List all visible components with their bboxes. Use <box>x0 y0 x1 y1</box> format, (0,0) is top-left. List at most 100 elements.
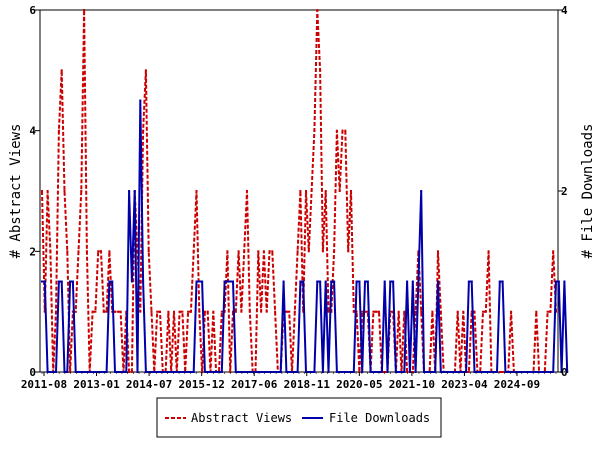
data-point-abstract-views <box>335 129 338 132</box>
data-point-file-downloads <box>296 371 299 373</box>
data-point-file-downloads <box>153 371 156 373</box>
data-point-file-downloads <box>479 371 482 373</box>
data-point-file-downloads <box>260 371 263 373</box>
data-point-file-downloads <box>97 371 100 373</box>
data-point-abstract-views <box>535 310 538 313</box>
data-point-abstract-views <box>420 310 423 313</box>
y-right-tick-label: 0 <box>561 366 568 379</box>
data-point-file-downloads <box>383 280 386 283</box>
data-point-file-downloads <box>364 280 366 283</box>
data-point-file-downloads <box>333 280 336 283</box>
data-point-abstract-views <box>49 250 52 253</box>
data-point-abstract-views <box>144 69 147 72</box>
data-point-abstract-views <box>411 371 414 373</box>
legend-label-abstract-views: Abstract Views <box>191 411 292 425</box>
data-point-abstract-views <box>327 310 330 313</box>
data-point-file-downloads <box>184 371 187 373</box>
legend-box <box>156 397 442 438</box>
data-point-file-downloads <box>122 371 125 373</box>
data-point-abstract-views <box>341 129 344 132</box>
data-point-abstract-views <box>378 310 380 313</box>
data-point-file-downloads <box>189 371 192 373</box>
data-point-abstract-views <box>268 250 271 253</box>
data-point-abstract-views <box>91 310 94 313</box>
data-point-file-downloads <box>251 371 254 373</box>
data-point-abstract-views <box>248 310 251 313</box>
data-point-abstract-views <box>60 69 63 72</box>
data-point-abstract-views <box>406 371 409 373</box>
data-point-file-downloads <box>201 280 204 283</box>
data-point-abstract-views <box>94 310 97 313</box>
data-point-abstract-views <box>467 371 470 373</box>
data-point-abstract-views <box>344 129 347 132</box>
data-point-abstract-views <box>333 250 336 253</box>
data-point-file-downloads <box>262 371 265 373</box>
data-point-file-downloads <box>456 371 459 373</box>
data-point-file-downloads <box>448 371 451 373</box>
data-point-file-downloads <box>526 371 529 373</box>
data-point-file-downloads <box>313 371 316 373</box>
data-point-abstract-views <box>274 310 277 313</box>
data-point-file-downloads <box>237 371 240 373</box>
data-point-abstract-views <box>350 190 352 192</box>
data-point-file-downloads <box>476 371 479 373</box>
data-point-file-downloads <box>80 371 83 373</box>
data-point-file-downloads <box>223 280 226 283</box>
data-point-file-downloads <box>282 280 285 283</box>
data-point-abstract-views <box>501 371 504 373</box>
data-point-abstract-views <box>285 310 288 313</box>
data-point-file-downloads <box>83 371 86 373</box>
data-point-file-downloads <box>341 371 344 373</box>
data-point-file-downloads <box>310 371 313 373</box>
data-point-file-downloads <box>473 371 476 373</box>
data-point-abstract-views <box>246 190 248 192</box>
data-point-abstract-views <box>63 190 66 192</box>
data-point-file-downloads <box>392 280 395 283</box>
data-point-abstract-views <box>55 310 57 313</box>
data-point-abstract-views <box>187 310 190 313</box>
data-point-file-downloads <box>335 371 338 373</box>
data-point-file-downloads <box>178 371 181 373</box>
series-layer <box>41 9 569 373</box>
data-point-file-downloads <box>397 371 400 373</box>
data-point-file-downloads <box>232 280 234 283</box>
data-point-file-downloads <box>136 371 139 373</box>
legend: Abstract Views File Downloads <box>156 397 442 438</box>
data-point-file-downloads <box>532 371 535 373</box>
data-point-abstract-views <box>116 310 119 313</box>
data-point-abstract-views <box>403 310 406 313</box>
data-point-abstract-views <box>313 129 316 132</box>
data-point-file-downloads <box>420 190 423 192</box>
data-point-file-downloads <box>330 280 333 283</box>
data-point-abstract-views <box>237 250 240 253</box>
data-point-file-downloads <box>437 280 439 283</box>
y-axis-left-title: # Abstract Views <box>8 124 24 259</box>
data-point-abstract-views <box>77 250 80 253</box>
data-point-abstract-views <box>66 250 69 253</box>
data-point-abstract-views <box>414 310 417 313</box>
data-point-abstract-views <box>192 250 195 253</box>
data-point-abstract-views <box>128 371 131 373</box>
data-point-file-downloads <box>462 371 465 373</box>
data-point-file-downloads <box>41 280 43 283</box>
data-point-file-downloads <box>428 371 431 373</box>
data-point-abstract-views <box>147 250 150 253</box>
data-point-abstract-views <box>46 190 49 192</box>
data-point-file-downloads <box>240 371 243 373</box>
data-point-file-downloads <box>175 371 178 373</box>
legend-label-file-downloads: File Downloads <box>329 411 430 425</box>
data-point-abstract-views <box>119 310 122 313</box>
x-tick-label: 2023-04 <box>441 378 488 391</box>
data-point-abstract-views <box>484 310 487 313</box>
data-point-file-downloads <box>159 371 161 373</box>
data-point-file-downloads <box>487 371 490 373</box>
x-tick-label: 2017-06 <box>231 378 278 391</box>
data-point-file-downloads <box>133 190 136 192</box>
data-point-file-downloads <box>507 371 510 373</box>
data-point-file-downloads <box>352 371 355 373</box>
data-point-abstract-views <box>338 190 341 192</box>
data-point-file-downloads <box>288 371 291 373</box>
data-point-file-downloads <box>350 371 352 373</box>
data-point-file-downloads <box>293 371 296 373</box>
data-point-file-downloads <box>150 371 153 373</box>
